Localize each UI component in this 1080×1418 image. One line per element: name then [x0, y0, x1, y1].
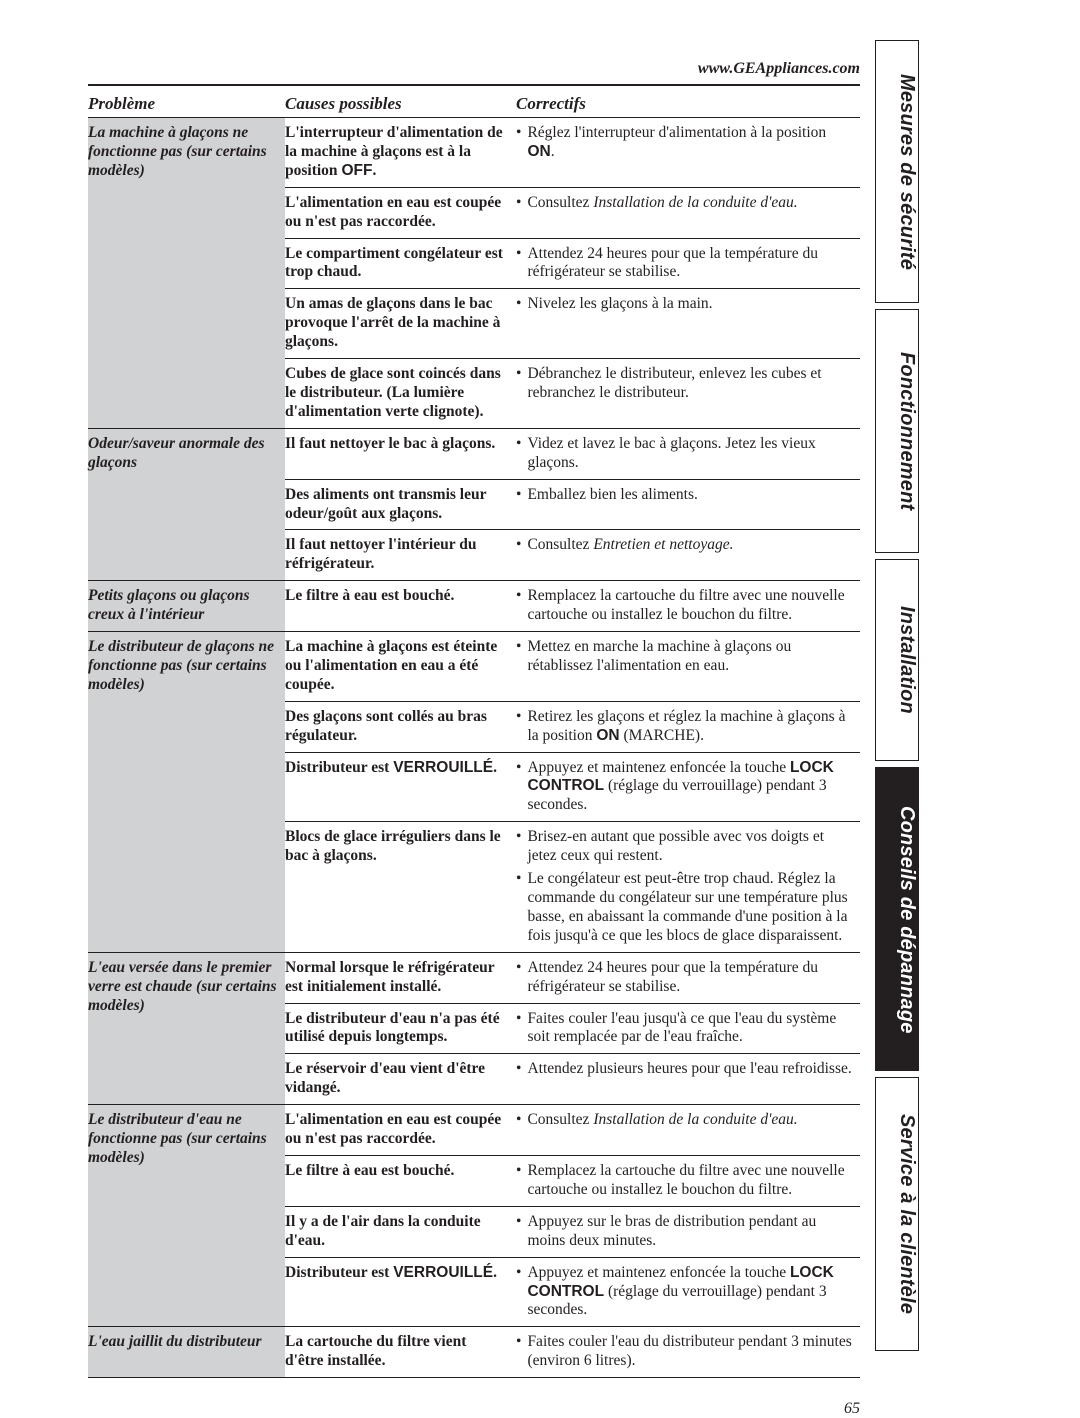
- cause-cell: Le réservoir d'eau vient d'être vidangé.: [285, 1054, 516, 1105]
- cause-cell: Il y a de l'air dans la conduite d'eau.: [285, 1206, 516, 1257]
- fix-cell: •Faites couler l'eau du distributeur pen…: [516, 1327, 860, 1378]
- fix-cell: •Attendez 24 heures pour que la températ…: [516, 238, 860, 289]
- table-row: Odeur/saveur anormale des glaçonsIl faut…: [88, 428, 860, 479]
- cause-cell: Il faut nettoyer l'intérieur du réfrigér…: [285, 530, 516, 581]
- problem-cell: Le distributeur d'eau ne fonctionne pas …: [88, 1105, 285, 1327]
- fix-cell: •Appuyez et maintenez enfoncée la touche…: [516, 1257, 860, 1327]
- table-row: Petits glaçons ou glaçons creux à l'inté…: [88, 581, 860, 632]
- tab-fonctionnement[interactable]: Fonctionnement: [875, 309, 919, 552]
- table-row: Le distributeur d'eau ne fonctionne pas …: [88, 1105, 860, 1156]
- fix-cell: •Remplacez la cartouche du filtre avec u…: [516, 581, 860, 632]
- problem-cell: Odeur/saveur anormale des glaçons: [88, 428, 285, 580]
- cause-cell: L'interrupteur d'alimentation de la mach…: [285, 118, 516, 187]
- page-content: www.GEAppliances.com Problème Causes pos…: [88, 60, 860, 1378]
- fix-cell: •Appuyez sur le bras de distribution pen…: [516, 1206, 860, 1257]
- fix-cell: •Consultez Entretien et nettoyage.: [516, 530, 860, 581]
- fix-cell: •Remplacez la cartouche du filtre avec u…: [516, 1155, 860, 1206]
- tab-installation[interactable]: Installation: [875, 559, 919, 762]
- col-header-causes: Causes possibles: [285, 94, 516, 114]
- page-number: 65: [844, 1400, 860, 1418]
- problem-cell: L'eau versée dans le premier verre est c…: [88, 952, 285, 1104]
- table-row: L'eau jaillit du distributeurLa cartouch…: [88, 1327, 860, 1378]
- cause-cell: Des aliments ont transmis leur odeur/goû…: [285, 479, 516, 530]
- troubleshooting-table: La machine à glaçons ne fonctionne pas (…: [88, 118, 860, 1378]
- fix-cell: •Consultez Installation de la conduite d…: [516, 1105, 860, 1156]
- table-row: L'eau versée dans le premier verre est c…: [88, 952, 860, 1003]
- cause-cell: Le distributeur d'eau n'a pas été utilis…: [285, 1003, 516, 1054]
- tab-service[interactable]: Service à la clientèle: [875, 1077, 919, 1351]
- cause-cell: La machine à glaçons est éteinte ou l'al…: [285, 632, 516, 702]
- problem-cell: L'eau jaillit du distributeur: [88, 1327, 285, 1378]
- cause-cell: L'alimentation en eau est coupée ou n'es…: [285, 1105, 516, 1156]
- column-headers: Problème Causes possibles Correctifs: [88, 90, 860, 118]
- fix-cell: •Emballez bien les aliments.: [516, 479, 860, 530]
- problem-cell: Petits glaçons ou glaçons creux à l'inté…: [88, 581, 285, 632]
- tab-securite[interactable]: Mesures de sécurité: [875, 40, 919, 303]
- fix-cell: •Débranchez le distributeur, enlevez les…: [516, 359, 860, 429]
- fix-cell: •Videz et lavez le bac à glaçons. Jetez …: [516, 428, 860, 479]
- fix-cell: •Brisez-en autant que possible avec vos …: [516, 822, 860, 952]
- cause-cell: Le compartiment congélateur est trop cha…: [285, 238, 516, 289]
- fix-cell: •Mettez en marche la machine à glaçons o…: [516, 632, 860, 702]
- fix-cell: •Nivelez les glaçons à la main.: [516, 289, 860, 359]
- fix-cell: •Faites couler l'eau jusqu'à ce que l'ea…: [516, 1003, 860, 1054]
- cause-cell: Distributeur est VERROUILLÉ.: [285, 1257, 516, 1327]
- fix-cell: •Attendez 24 heures pour que la températ…: [516, 952, 860, 1003]
- cause-cell: Normal lorsque le réfrigérateur est init…: [285, 952, 516, 1003]
- side-tabs: Mesures de sécurité Fonctionnement Insta…: [875, 40, 919, 1357]
- cause-cell: La cartouche du filtre vient d'être inst…: [285, 1327, 516, 1378]
- table-row: La machine à glaçons ne fonctionne pas (…: [88, 118, 860, 187]
- fix-cell: •Attendez plusieurs heures pour que l'ea…: [516, 1054, 860, 1105]
- table-row: Le distributeur de glaçons ne fonctionne…: [88, 632, 860, 702]
- cause-cell: Distributeur est VERROUILLÉ.: [285, 752, 516, 822]
- fix-cell: •Consultez Installation de la conduite d…: [516, 187, 860, 238]
- fix-cell: •Retirez les glaçons et réglez la machin…: [516, 701, 860, 752]
- problem-cell: Le distributeur de glaçons ne fonctionne…: [88, 632, 285, 953]
- cause-cell: Le filtre à eau est bouché.: [285, 1155, 516, 1206]
- fix-cell: •Réglez l'interrupteur d'alimentation à …: [516, 118, 860, 187]
- fix-cell: •Appuyez et maintenez enfoncée la touche…: [516, 752, 860, 822]
- top-rule: [88, 84, 860, 86]
- cause-cell: L'alimentation en eau est coupée ou n'es…: [285, 187, 516, 238]
- col-header-fixes: Correctifs: [516, 94, 860, 114]
- header-url: www.GEAppliances.com: [88, 60, 860, 84]
- cause-cell: Cubes de glace sont coincés dans le dist…: [285, 359, 516, 429]
- cause-cell: Un amas de glaçons dans le bac provoque …: [285, 289, 516, 359]
- cause-cell: Des glaçons sont collés au bras régulate…: [285, 701, 516, 752]
- cause-cell: Il faut nettoyer le bac à glaçons.: [285, 428, 516, 479]
- cause-cell: Blocs de glace irréguliers dans le bac à…: [285, 822, 516, 952]
- col-header-problem: Problème: [88, 94, 285, 114]
- cause-cell: Le filtre à eau est bouché.: [285, 581, 516, 632]
- problem-cell: La machine à glaçons ne fonctionne pas (…: [88, 118, 285, 428]
- tab-depannage[interactable]: Conseils de dépannage: [875, 767, 919, 1071]
